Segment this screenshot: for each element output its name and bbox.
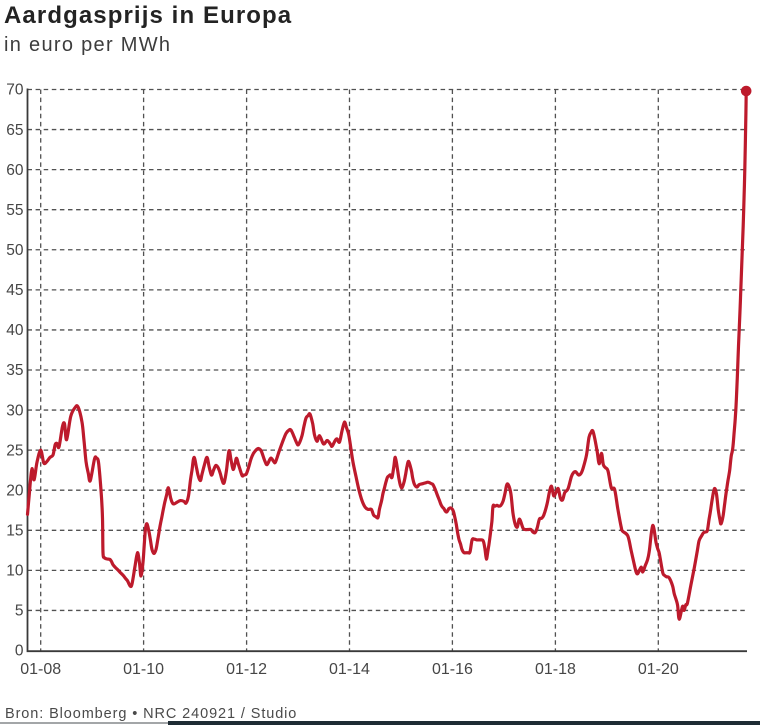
svg-text:10: 10: [6, 563, 24, 580]
svg-text:35: 35: [6, 362, 23, 379]
svg-text:50: 50: [6, 242, 24, 259]
svg-text:20: 20: [6, 482, 24, 499]
svg-text:01-16: 01-16: [432, 661, 473, 678]
svg-text:15: 15: [6, 523, 23, 540]
svg-text:55: 55: [6, 202, 23, 219]
svg-text:01-14: 01-14: [329, 661, 370, 678]
svg-text:5: 5: [15, 603, 24, 620]
svg-text:01-08: 01-08: [20, 661, 61, 678]
svg-text:0: 0: [15, 643, 24, 660]
svg-text:45: 45: [6, 282, 23, 299]
svg-text:65: 65: [6, 122, 23, 139]
svg-text:25: 25: [6, 442, 23, 459]
svg-text:01-10: 01-10: [123, 661, 164, 678]
svg-text:70: 70: [6, 82, 24, 99]
svg-text:40: 40: [6, 322, 24, 339]
svg-text:01-18: 01-18: [535, 661, 576, 678]
svg-text:01-20: 01-20: [638, 661, 679, 678]
svg-text:60: 60: [6, 162, 24, 179]
svg-text:30: 30: [6, 402, 24, 419]
svg-text:01-12: 01-12: [226, 661, 267, 678]
